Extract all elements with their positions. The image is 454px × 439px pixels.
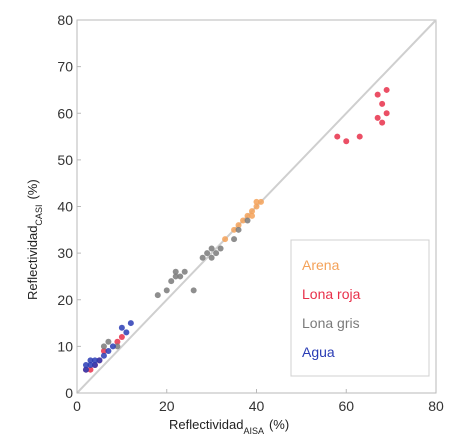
point-lona-roja xyxy=(379,100,386,107)
point-agua xyxy=(123,329,130,336)
point-agua xyxy=(91,362,98,369)
point-lona-roja xyxy=(114,338,121,345)
point-agua xyxy=(82,362,89,369)
point-lona-gris xyxy=(208,245,215,252)
point-lona-gris xyxy=(217,245,224,252)
point-agua xyxy=(105,348,112,355)
point-lona-gris xyxy=(172,273,179,280)
point-lona-roja xyxy=(383,110,390,117)
point-lona-roja xyxy=(87,366,94,373)
x-tick-label: 40 xyxy=(249,398,265,414)
x-tick-label: 80 xyxy=(428,398,444,414)
point-lona-gris xyxy=(181,268,188,275)
legend-box xyxy=(290,239,430,377)
point-agua xyxy=(96,357,103,364)
y-tick-label: 80 xyxy=(57,12,73,28)
x-tick-label: 60 xyxy=(338,398,354,414)
point-arena xyxy=(235,222,242,229)
point-lona-gris xyxy=(235,226,242,233)
y-tick-label: 70 xyxy=(57,59,73,75)
y-axis-label: ReflectividadCASI(%) xyxy=(25,179,44,300)
y-tick-label: 40 xyxy=(57,199,73,215)
y-tick-label: 0 xyxy=(65,385,73,401)
point-agua xyxy=(100,352,107,359)
point-arena xyxy=(244,212,251,219)
point-lona-roja xyxy=(374,114,381,121)
y-axis-ticks: 0 10 20 30 40 50 60 70 80 xyxy=(57,12,81,401)
point-lona-roja xyxy=(343,138,350,145)
point-agua xyxy=(127,320,134,327)
point-arena xyxy=(222,236,229,243)
legend-label-arena: Arena xyxy=(302,257,340,273)
y-tick-label: 20 xyxy=(57,292,73,308)
point-lona-roja xyxy=(118,334,125,341)
point-lona-roja xyxy=(100,348,107,355)
y-tick-label: 10 xyxy=(57,338,73,354)
x-tick-label: 20 xyxy=(159,398,175,414)
x-axis-ticks: 0 20 40 60 80 xyxy=(73,389,444,414)
point-lona-gris xyxy=(172,268,179,275)
legend-label-lona-roja: Lona roja xyxy=(302,286,361,302)
point-arena xyxy=(257,198,264,205)
point-agua xyxy=(87,362,94,369)
point-lona-gris xyxy=(208,254,215,261)
point-arena xyxy=(253,198,260,205)
point-lona-gris xyxy=(154,292,161,299)
x-tick-label: 0 xyxy=(73,398,81,414)
point-agua xyxy=(109,343,116,350)
point-lona-gris xyxy=(204,250,211,257)
point-arena xyxy=(253,203,260,210)
x-axis-label: ReflectividadAISA (%) xyxy=(169,417,289,436)
point-lona-roja xyxy=(379,119,386,126)
legend: Arena Lona roja Lona gris Agua xyxy=(290,239,430,377)
point-lona-gris xyxy=(190,287,197,294)
point-lona-gris xyxy=(100,343,107,350)
point-lona-roja xyxy=(356,133,363,140)
point-lona-roja xyxy=(383,86,390,93)
point-agua xyxy=(82,366,89,373)
point-lona-gris xyxy=(213,250,220,257)
point-lona-gris xyxy=(105,338,112,345)
legend-items: Arena Lona roja Lona gris Agua xyxy=(302,257,361,360)
data-points xyxy=(82,86,390,373)
point-lona-gris xyxy=(114,343,121,350)
point-agua xyxy=(87,357,94,364)
point-arena xyxy=(240,217,247,224)
point-lona-gris xyxy=(199,254,206,261)
point-lona-roja xyxy=(374,91,381,98)
point-agua xyxy=(91,357,98,364)
point-agua xyxy=(118,324,125,331)
point-lona-gris xyxy=(177,273,184,280)
point-lona-gris xyxy=(244,217,251,224)
point-arena xyxy=(231,226,238,233)
y-tick-label: 60 xyxy=(57,105,73,121)
y-tick-label: 50 xyxy=(57,152,73,168)
point-lona-roja xyxy=(334,133,341,140)
point-arena xyxy=(249,208,256,215)
y-tick-label: 30 xyxy=(57,245,73,261)
legend-label-lona-gris: Lona gris xyxy=(302,315,360,331)
legend-label-agua: Agua xyxy=(302,344,335,360)
point-arena xyxy=(249,212,256,219)
point-lona-gris xyxy=(163,287,170,294)
point-lona-gris xyxy=(168,278,175,285)
point-lona-gris xyxy=(231,236,238,243)
